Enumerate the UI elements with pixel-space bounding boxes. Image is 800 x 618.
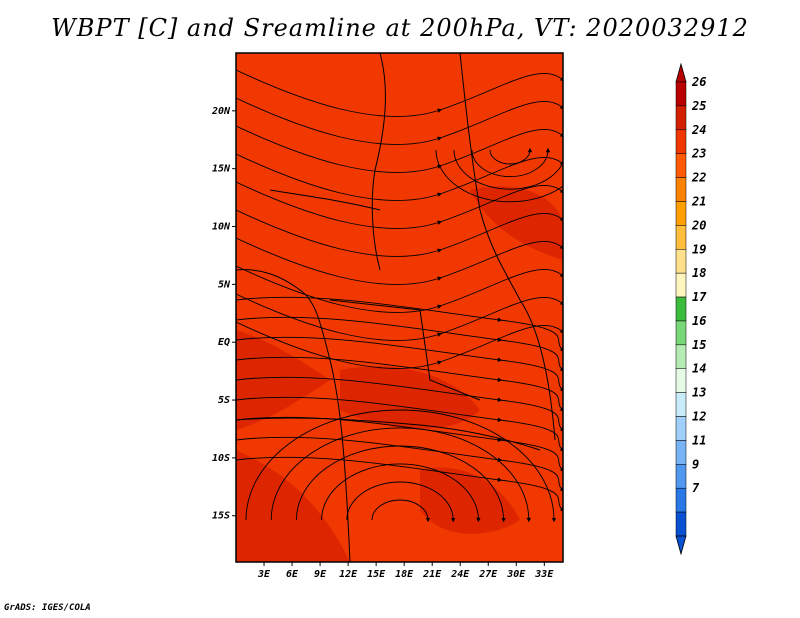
streamline-2: [236, 97, 563, 145]
x-tick-label: 33E: [534, 569, 554, 580]
x-tick-label: 27E: [478, 569, 498, 580]
colorbar-swatch: [675, 368, 687, 393]
x-tick-label: 6E: [286, 569, 299, 580]
colorbar-swatch: [675, 392, 687, 417]
x-tick-label: 9E: [314, 569, 327, 580]
colorbar-label: 13: [692, 386, 706, 400]
colorbar-label: 14: [692, 362, 706, 376]
border-5: [329, 299, 481, 401]
y-tick-label: 5N: [218, 279, 231, 290]
colorbar-swatch: [675, 177, 687, 202]
colorbar-extend-bottom: [675, 535, 687, 556]
x-tick-label: 12E: [339, 569, 358, 580]
colorbar-label: 19: [692, 242, 706, 256]
streamline-24: [270, 427, 532, 523]
x-tick-label: 18E: [395, 569, 414, 580]
colorbar-swatch: [675, 296, 687, 322]
border-6: [269, 189, 381, 211]
colorbar-swatch: [675, 464, 687, 489]
streamline-20: [371, 499, 431, 523]
streamline-22: [321, 463, 481, 523]
colorbar-swatch: [675, 225, 687, 250]
y-tick-label: 10N: [212, 222, 231, 233]
colorbar-extend-top: [675, 62, 687, 83]
streamline-23: [295, 445, 506, 523]
grads-credit: GrADS: IGES/COLA: [4, 603, 91, 613]
field-patch-southwest: [236, 450, 350, 562]
colorbar-label: 12: [692, 410, 706, 424]
colorbar-label: 25: [691, 99, 706, 113]
streamline-7: [236, 237, 563, 285]
map-frame: [235, 52, 564, 563]
colorbar-label: 9: [692, 457, 699, 471]
colorbar-label: 17: [692, 290, 707, 304]
streamline-5: [236, 181, 563, 229]
colorbar-label: 26: [691, 75, 706, 89]
x-tick-label: 3E: [257, 569, 271, 580]
colorbar-swatch: [675, 153, 687, 178]
colorbar-swatch: [675, 511, 687, 537]
colorbar-swatch: [675, 81, 687, 107]
chart-title: WBPT [C] and Sreamline at 200hPa, VT: 20…: [51, 14, 749, 42]
streamline-9: [236, 293, 563, 341]
field-patch-central: [340, 366, 480, 429]
border-4: [236, 417, 541, 451]
colorbar-swatch: [675, 272, 687, 298]
colorbar-label: 7: [692, 481, 700, 495]
y-tick-label: 5S: [218, 395, 230, 406]
streamline-28: [453, 149, 563, 190]
colorbar-swatch: [675, 249, 687, 274]
x-tick-label: 15E: [367, 569, 386, 580]
streamline-26: [489, 147, 533, 165]
colorbar-label: 16: [692, 314, 706, 328]
border-1: [236, 269, 351, 562]
streamline-27: [471, 147, 551, 178]
streamline-3: [236, 125, 563, 173]
streamline-29: [435, 149, 563, 203]
streamline-6: [236, 209, 563, 257]
colorbar-swatch: [675, 487, 687, 513]
y-tick-label: 15S: [212, 511, 230, 522]
x-tick-label: 24E: [450, 569, 470, 580]
map-plot-area: [235, 52, 564, 563]
streamline-8: [236, 265, 563, 313]
field-patch-west: [236, 330, 330, 430]
y-tick-label: 10S: [212, 453, 230, 464]
colorbar-swatch: [675, 129, 687, 154]
colorbar-swatch: [675, 105, 687, 131]
colorbar-label: 18: [692, 266, 706, 280]
y-tick-label: 20N: [211, 106, 231, 117]
x-tick-label: 30E: [506, 569, 526, 580]
border-3: [459, 53, 556, 441]
border-2: [371, 53, 386, 271]
field-patch-south: [420, 467, 520, 534]
colorbar-label: 23: [691, 147, 706, 161]
colorbar-swatch: [675, 320, 687, 346]
colorbar-label: 11: [692, 433, 706, 447]
colorbar-label: 20: [691, 218, 706, 232]
x-tick-label: 21E: [422, 569, 442, 580]
streamline-21: [346, 481, 456, 523]
colorbar-label: 24: [691, 123, 706, 137]
streamline-1: [236, 69, 563, 117]
colorbar-label: 21: [691, 194, 706, 208]
colorbar-label: 15: [692, 338, 706, 352]
colorbar-swatch: [675, 440, 687, 465]
y-tick-label: EQ: [218, 337, 230, 348]
y-tick-label: 15N: [212, 164, 231, 175]
colorbar-swatch: [675, 416, 687, 441]
streamline-4: [236, 153, 563, 201]
colorbar-label: 22: [691, 171, 706, 185]
colorbar: 26 25 24 23 22 21 20 19 18 17 16 15 14 13 12 11 9 7: [675, 62, 707, 556]
colorbar-swatch: [675, 344, 687, 369]
colorbar-swatch: [675, 201, 687, 226]
map-axes: 3E 6E 9E 12E 15E 18E 21E 24E 27E 30E 33E 20N 15N 10N 5…: [211, 106, 554, 580]
streamline-25: [245, 409, 557, 523]
